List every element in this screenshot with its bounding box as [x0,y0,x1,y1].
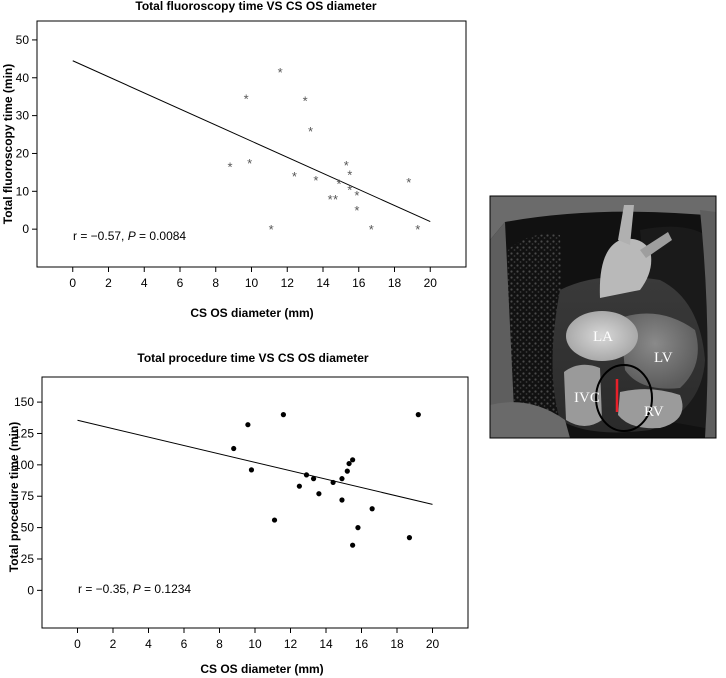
x-tick-label: 4 [145,637,152,651]
data-point: * [313,173,318,188]
chart-title: Total procedure time VS CS OS diameter [137,351,369,365]
x-tick-label: 16 [352,276,366,290]
y-tick-label: 100 [14,458,34,472]
correlation-annotation: r = −0.57, P = 0.0084 [73,229,186,243]
data-point: * [328,192,333,207]
data-point: * [244,92,249,107]
y-tick-label: 40 [16,71,30,85]
data-point [350,457,356,463]
data-point [344,468,350,474]
data-point: * [347,167,352,182]
chart-title: Total fluoroscopy time VS CS OS diameter [135,0,376,13]
data-point [271,517,278,523]
x-tick-label: 6 [181,637,188,651]
y-tick-label: 10 [16,184,30,198]
data-point [303,472,310,478]
data-point: * [303,93,308,108]
data-point: * [269,222,274,237]
data-point [339,497,345,503]
y-tick-label: 50 [21,521,35,535]
x-tick-label: 6 [177,276,184,290]
x-axis-label: CS OS diameter (mm) [190,306,313,320]
data-point: * [344,158,349,173]
data-point [355,525,361,531]
regression-line [72,60,431,223]
data-point: * [415,222,420,237]
label-rv: RV [644,404,664,420]
y-tick-label: 30 [16,109,30,123]
x-tick-label: 4 [141,276,148,290]
x-tick-label: 18 [390,637,404,651]
y-tick-label: 50 [16,33,30,47]
data-point [350,542,356,548]
label-ivc: IVC [574,390,600,406]
data-point [248,467,255,473]
data-point [406,535,413,541]
data-point [346,460,352,467]
data-point: * [354,203,359,218]
x-tick-label: 2 [105,276,112,290]
y-tick-label: 75 [21,489,35,503]
fluoroscopy-chart: Total fluoroscopy time VS CS OS diameter… [1,0,467,320]
data-point: * [278,65,283,80]
data-point: * [347,182,352,197]
data-point [330,479,336,486]
x-tick-label: 14 [316,276,330,290]
data-point [369,506,375,512]
x-tick-label: 18 [388,276,402,290]
x-tick-label: 12 [281,276,295,290]
data-point: * [308,124,313,139]
x-tick-label: 20 [424,276,438,290]
data-point [296,483,302,489]
data-point: * [337,177,342,192]
y-axis-label: Total fluoroscopy time (min) [1,64,15,224]
x-tick-label: 0 [69,276,76,290]
data-point: * [228,160,233,175]
data-point [245,422,251,428]
correlation-annotation: r = −0.35, P = 0.1234 [78,582,191,596]
data-point [415,412,421,418]
x-tick-label: 10 [245,276,259,290]
x-tick-label: 14 [319,637,333,651]
x-tick-label: 10 [248,637,262,651]
data-point: * [333,192,338,207]
x-tick-label: 20 [426,637,440,651]
data-point: * [406,175,411,190]
data-point [316,491,322,497]
cs-ostium-circle [595,364,653,432]
y-tick-label: 25 [21,552,35,566]
data-point: * [247,156,252,171]
x-tick-label: 16 [355,637,369,651]
x-tick-label: 8 [212,276,219,290]
data-point: * [354,188,359,203]
data-point [310,476,317,482]
label-lv: LV [654,350,673,366]
regression-line [77,419,433,505]
x-tick-label: 12 [284,637,298,651]
data-point [339,476,345,482]
data-point [280,412,286,418]
y-tick-label: 125 [14,426,34,440]
y-tick-label: 0 [27,583,34,597]
ct-scan-image: LA LV IVC RV [489,195,717,439]
y-tick-label: 0 [22,222,29,236]
x-tick-label: 2 [110,637,117,651]
y-tick-label: 150 [14,395,34,409]
y-axis-label: Total procedure time (min) [7,422,21,572]
x-axis-label: CS OS diameter (mm) [200,662,323,676]
x-tick-label: 0 [74,637,81,651]
x-tick-label: 8 [216,637,223,651]
procedure-chart: Total procedure time VS CS OS diameter 0… [7,351,469,676]
data-point [231,445,237,452]
label-la: LA [593,329,613,345]
y-tick-label: 20 [16,146,30,160]
data-point: * [369,222,374,237]
data-point: * [292,169,297,184]
